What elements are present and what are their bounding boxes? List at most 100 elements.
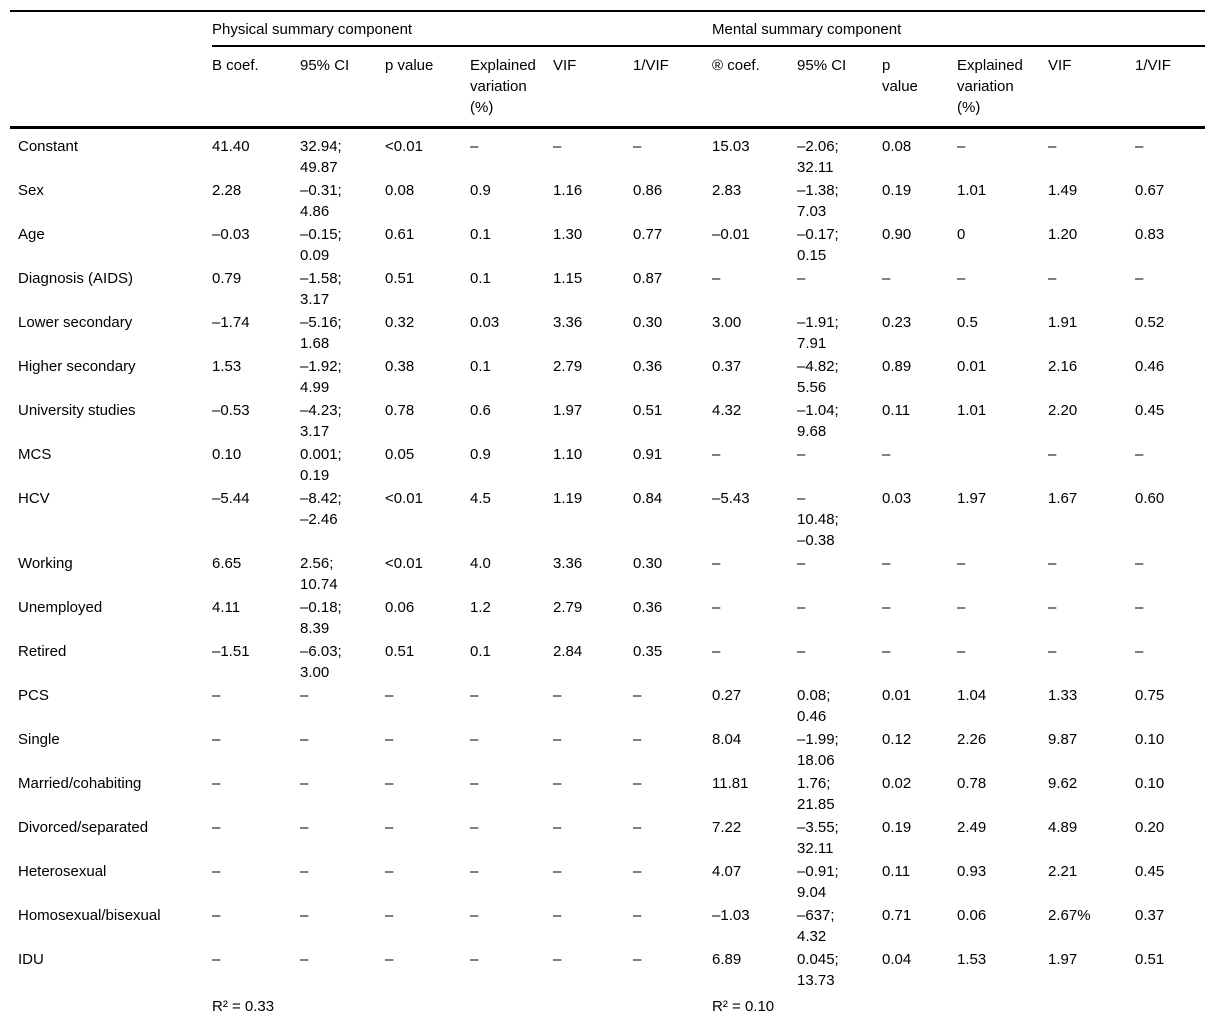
cell: – — [1135, 138, 1144, 155]
cell: 0.87 — [633, 270, 663, 287]
footer-row: R² = 0.33 R² = 0.10 — [10, 993, 1205, 1017]
cell: 0.32 — [385, 314, 415, 331]
cell: – — [553, 819, 562, 836]
cell: –1.51 — [212, 643, 250, 660]
cell: –1.04; 9.68 — [797, 402, 839, 440]
cell: 0.51 — [385, 643, 415, 660]
regression-table: Physical summary component Mental summar… — [10, 10, 1206, 1017]
cell: – — [1135, 555, 1144, 572]
row-label: Divorced/separated — [18, 819, 149, 836]
cell: 0.51 — [633, 402, 663, 419]
cell: 7.22 — [712, 819, 742, 836]
column-header-vif-mental: VIF — [1048, 46, 1136, 129]
cell: – — [633, 907, 642, 924]
cell: –5.16; 1.68 — [300, 314, 342, 352]
cell: – — [212, 907, 221, 924]
cell: 0.83 — [1135, 226, 1165, 243]
cell: 0.45 — [1135, 402, 1165, 419]
cell: 0.9 — [470, 182, 491, 199]
table-row: Homosexual/bisexual – – – – – – –1.03 –637; 4.32… — [10, 905, 1205, 949]
table-row: Sex 2.28 –0.31; 4.86 0.08 0.9 1.16 0.86 2.83 –1.… — [10, 180, 1205, 224]
cell: 0.27 — [712, 687, 742, 704]
column-header-invvif-physical: 1/VIF — [633, 46, 713, 129]
cell: – — [1048, 599, 1057, 616]
cell: 0.03 — [882, 490, 912, 507]
cell: – — [300, 687, 309, 704]
cell: 0.90 — [882, 226, 912, 243]
cell: – — [385, 775, 394, 792]
table-row: Single – – – – – – 8.04 –1.99; 18.06 0.12 2.26 9.87… — [10, 729, 1205, 773]
cell: – — [300, 907, 309, 924]
cell: 1.53 — [957, 951, 987, 968]
cell: – — [300, 775, 309, 792]
cell: – — [797, 599, 806, 616]
row-label: Sex — [18, 182, 44, 199]
column-header-explained-physical: Explained variation (%) — [470, 46, 553, 129]
cell: – — [882, 599, 891, 616]
cell: <0.01 — [385, 555, 423, 572]
cell: – 10.48; –0.38 — [797, 490, 839, 549]
cell: – — [1048, 643, 1057, 660]
row-label: Single — [18, 731, 60, 748]
column-header-pvalue-mental: p value — [882, 46, 958, 129]
cell: –0.15; 0.09 — [300, 226, 342, 264]
cell: – — [212, 687, 221, 704]
row-label: Lower secondary — [18, 314, 133, 331]
cell: – — [1135, 446, 1144, 463]
cell: –0.01 — [712, 226, 750, 243]
cell: 0.01 — [957, 358, 987, 375]
cell: 0.10 — [1135, 731, 1165, 748]
cell: 0.77 — [633, 226, 663, 243]
cell: – — [957, 643, 966, 660]
cell: 0.93 — [957, 863, 987, 880]
corner-cell — [10, 11, 212, 46]
row-label: HCV — [18, 490, 50, 507]
table-row: Constant 41.40 32.94; 49.87 <0.01 – – – 15.03 –2… — [10, 128, 1205, 181]
cell: – — [633, 863, 642, 880]
cell: – — [212, 731, 221, 748]
cell: 0.86 — [633, 182, 663, 199]
cell: 0.37 — [712, 358, 742, 375]
cell: 0.37 — [1135, 907, 1165, 924]
cell: 4.32 — [712, 402, 742, 419]
cell: 0.9 — [470, 446, 491, 463]
row-label: IDU — [18, 951, 44, 968]
cell: 4.5 — [470, 490, 491, 507]
cell: 0.51 — [385, 270, 415, 287]
cell: –3.55; 32.11 — [797, 819, 839, 857]
table-row: Divorced/separated – – – – – – 7.22 –3.55; 32.11… — [10, 817, 1205, 861]
cell: –0.53 — [212, 402, 250, 419]
column-header-r-coef: ® coef. — [712, 46, 798, 129]
cell: 1.91 — [1048, 314, 1078, 331]
cell: 1.01 — [957, 182, 987, 199]
row-label: Married/cohabiting — [18, 775, 142, 792]
cell: –1.99; 18.06 — [797, 731, 839, 769]
cell: – — [797, 643, 806, 660]
cell: <0.01 — [385, 490, 423, 507]
cell: 0.23 — [882, 314, 912, 331]
table-header: Physical summary component Mental summar… — [10, 11, 1206, 129]
cell: 0.10 — [212, 446, 242, 463]
cell — [957, 444, 1048, 488]
cell: 2.67% — [1048, 907, 1091, 924]
cell: – — [385, 863, 394, 880]
table-row: PCS – – – – – – 0.27 0.08; 0.46 0.01 1.04 1.33 0.75 — [10, 685, 1205, 729]
cell: –6.03; 3.00 — [300, 643, 342, 681]
cell: 6.65 — [212, 555, 242, 572]
table-row: MCS 0.10 0.001; 0.19 0.05 0.9 1.10 0.91 – – – – – — [10, 444, 1205, 488]
cell: – — [882, 555, 891, 572]
cell: 1.10 — [553, 446, 583, 463]
table-body: Constant 41.40 32.94; 49.87 <0.01– – –15.03 –2… — [10, 128, 1205, 994]
cell: – — [385, 951, 394, 968]
cell: 3.00 — [712, 314, 742, 331]
cell: 2.20 — [1048, 402, 1078, 419]
cell: – — [553, 951, 562, 968]
cell: – — [633, 819, 642, 836]
cell: –5.43 — [712, 490, 750, 507]
cell: 0.30 — [633, 314, 663, 331]
cell: 4.0 — [470, 555, 491, 572]
cell: – — [633, 951, 642, 968]
cell: – — [470, 775, 479, 792]
cell: 0 — [957, 226, 966, 243]
cell: 0.10 — [1135, 775, 1165, 792]
